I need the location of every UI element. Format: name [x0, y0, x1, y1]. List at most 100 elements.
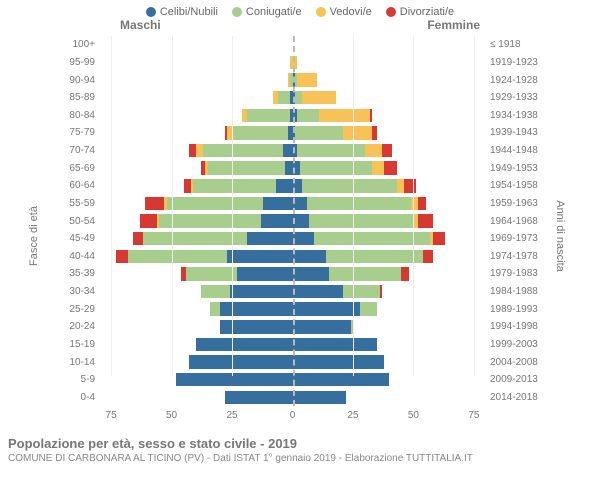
- bar-segment: [263, 197, 292, 210]
- bar-segment: [329, 267, 402, 280]
- bar-segment: [184, 179, 191, 192]
- age-label: 25-29: [55, 304, 99, 315]
- x-tick: 50: [408, 410, 419, 421]
- birth-label: 1969-1973: [486, 233, 545, 244]
- legend-item: Coniugati/e: [232, 6, 302, 18]
- age-label: 40-44: [55, 251, 99, 262]
- birth-label: 1934-1938: [486, 110, 545, 121]
- bar-segment: [116, 250, 128, 263]
- bar-male: [99, 38, 293, 51]
- bar-segment: [365, 144, 382, 157]
- bar-segment: [302, 179, 396, 192]
- bar-segment: [411, 197, 418, 210]
- x-tick: 25: [226, 410, 237, 421]
- bar-female: [293, 56, 487, 69]
- bar-segment: [319, 109, 370, 122]
- bar-segment: [278, 91, 290, 104]
- legend-label: Divorziati/e: [400, 6, 454, 18]
- birth-label: 1924-1928: [486, 75, 545, 86]
- legend-item: Divorziati/e: [386, 6, 454, 18]
- birth-label: 1949-1953: [486, 163, 545, 174]
- age-row: 50-541964-1968: [55, 212, 545, 230]
- legend: Celibi/NubiliConiugati/eVedovi/eDivorzia…: [0, 0, 600, 18]
- label-female: Femmine: [427, 18, 480, 32]
- birth-label: 1984-1988: [486, 286, 545, 297]
- grid-line: [232, 36, 233, 376]
- bar-segment: [293, 373, 390, 386]
- chart-subtitle: COMUNE DI CARBONARA AL TICINO (PV) - Dat…: [8, 453, 592, 464]
- bar-segment: [382, 144, 392, 157]
- center-line: [293, 36, 295, 406]
- bar-female: [293, 391, 487, 404]
- bar-segment: [293, 320, 351, 333]
- age-label: 100+: [55, 39, 99, 50]
- birth-label: 1939-1943: [486, 127, 545, 138]
- bar-segment: [193, 179, 275, 192]
- x-tick: 25: [347, 410, 358, 421]
- birth-label: 1989-1993: [486, 304, 545, 315]
- age-row: 80-841934-1938: [55, 107, 545, 125]
- sex-labels: Maschi Femmine: [0, 18, 600, 36]
- bar-male: [99, 214, 293, 227]
- birth-label: ≤ 1918: [486, 39, 545, 50]
- y-axis-label-right: Anni di nascita: [554, 200, 566, 272]
- bar-segment: [283, 144, 293, 157]
- plot-area: Fasce di età Anni di nascita 100+ ≤ 1918 9…: [0, 36, 600, 436]
- bar-female: [293, 250, 487, 263]
- bar-segment: [285, 161, 292, 174]
- bar-male: [99, 391, 293, 404]
- legend-item: Vedovi/e: [316, 6, 372, 18]
- bar-segment: [372, 126, 377, 139]
- age-label: 20-24: [55, 321, 99, 332]
- grid-line: [353, 36, 354, 376]
- bar-segment: [295, 91, 302, 104]
- bar-segment: [401, 267, 408, 280]
- bar-female: [293, 267, 487, 280]
- grid-line: [413, 36, 414, 376]
- birth-label: 2009-2013: [486, 374, 545, 385]
- bar-segment: [220, 302, 293, 315]
- age-label: 90-94: [55, 75, 99, 86]
- age-row: 55-591959-1963: [55, 195, 545, 213]
- bar-segment: [370, 109, 372, 122]
- bar-female: [293, 285, 487, 298]
- bar-female: [293, 232, 487, 245]
- bar-segment: [293, 338, 378, 351]
- age-label: 65-69: [55, 163, 99, 174]
- bar-male: [99, 373, 293, 386]
- bar-male: [99, 56, 293, 69]
- bar-segment: [176, 373, 292, 386]
- rows-container: 100+ ≤ 1918 95-991919-1923 90-94 1924-1928 85…: [55, 36, 545, 406]
- bar-segment: [309, 214, 413, 227]
- age-row: 35-391979-1983: [55, 265, 545, 283]
- y-axis-label-left: Fasce di età: [28, 206, 40, 266]
- x-axis: 7550250255075: [99, 410, 486, 426]
- x-tick: 50: [166, 410, 177, 421]
- bar-male: [99, 338, 293, 351]
- bar-male: [99, 126, 293, 139]
- age-row: 70-741944-1948: [55, 142, 545, 160]
- legend-label: Vedovi/e: [330, 6, 372, 18]
- bar-segment: [343, 126, 372, 139]
- age-row: 95-991919-1923: [55, 54, 545, 72]
- age-row: 100+ ≤ 1918: [55, 36, 545, 54]
- bar-segment: [208, 161, 285, 174]
- bar-segment: [140, 214, 157, 227]
- age-label: 85-89: [55, 92, 99, 103]
- bar-segment: [418, 197, 425, 210]
- bar-segment: [423, 250, 433, 263]
- bar-segment: [186, 267, 237, 280]
- bar-segment: [397, 179, 404, 192]
- bar-segment: [293, 250, 327, 263]
- age-row: 40-441974-1978: [55, 248, 545, 266]
- bar-segment: [196, 144, 203, 157]
- grid-line: [172, 36, 173, 376]
- birth-label: 1959-1963: [486, 198, 545, 209]
- bar-segment: [360, 302, 377, 315]
- bar-segment: [297, 144, 365, 157]
- bar-segment: [143, 232, 247, 245]
- legend-label: Coniugati/e: [246, 6, 302, 18]
- bar-segment: [384, 161, 396, 174]
- bar-segment: [232, 126, 288, 139]
- legend-dot: [386, 7, 396, 17]
